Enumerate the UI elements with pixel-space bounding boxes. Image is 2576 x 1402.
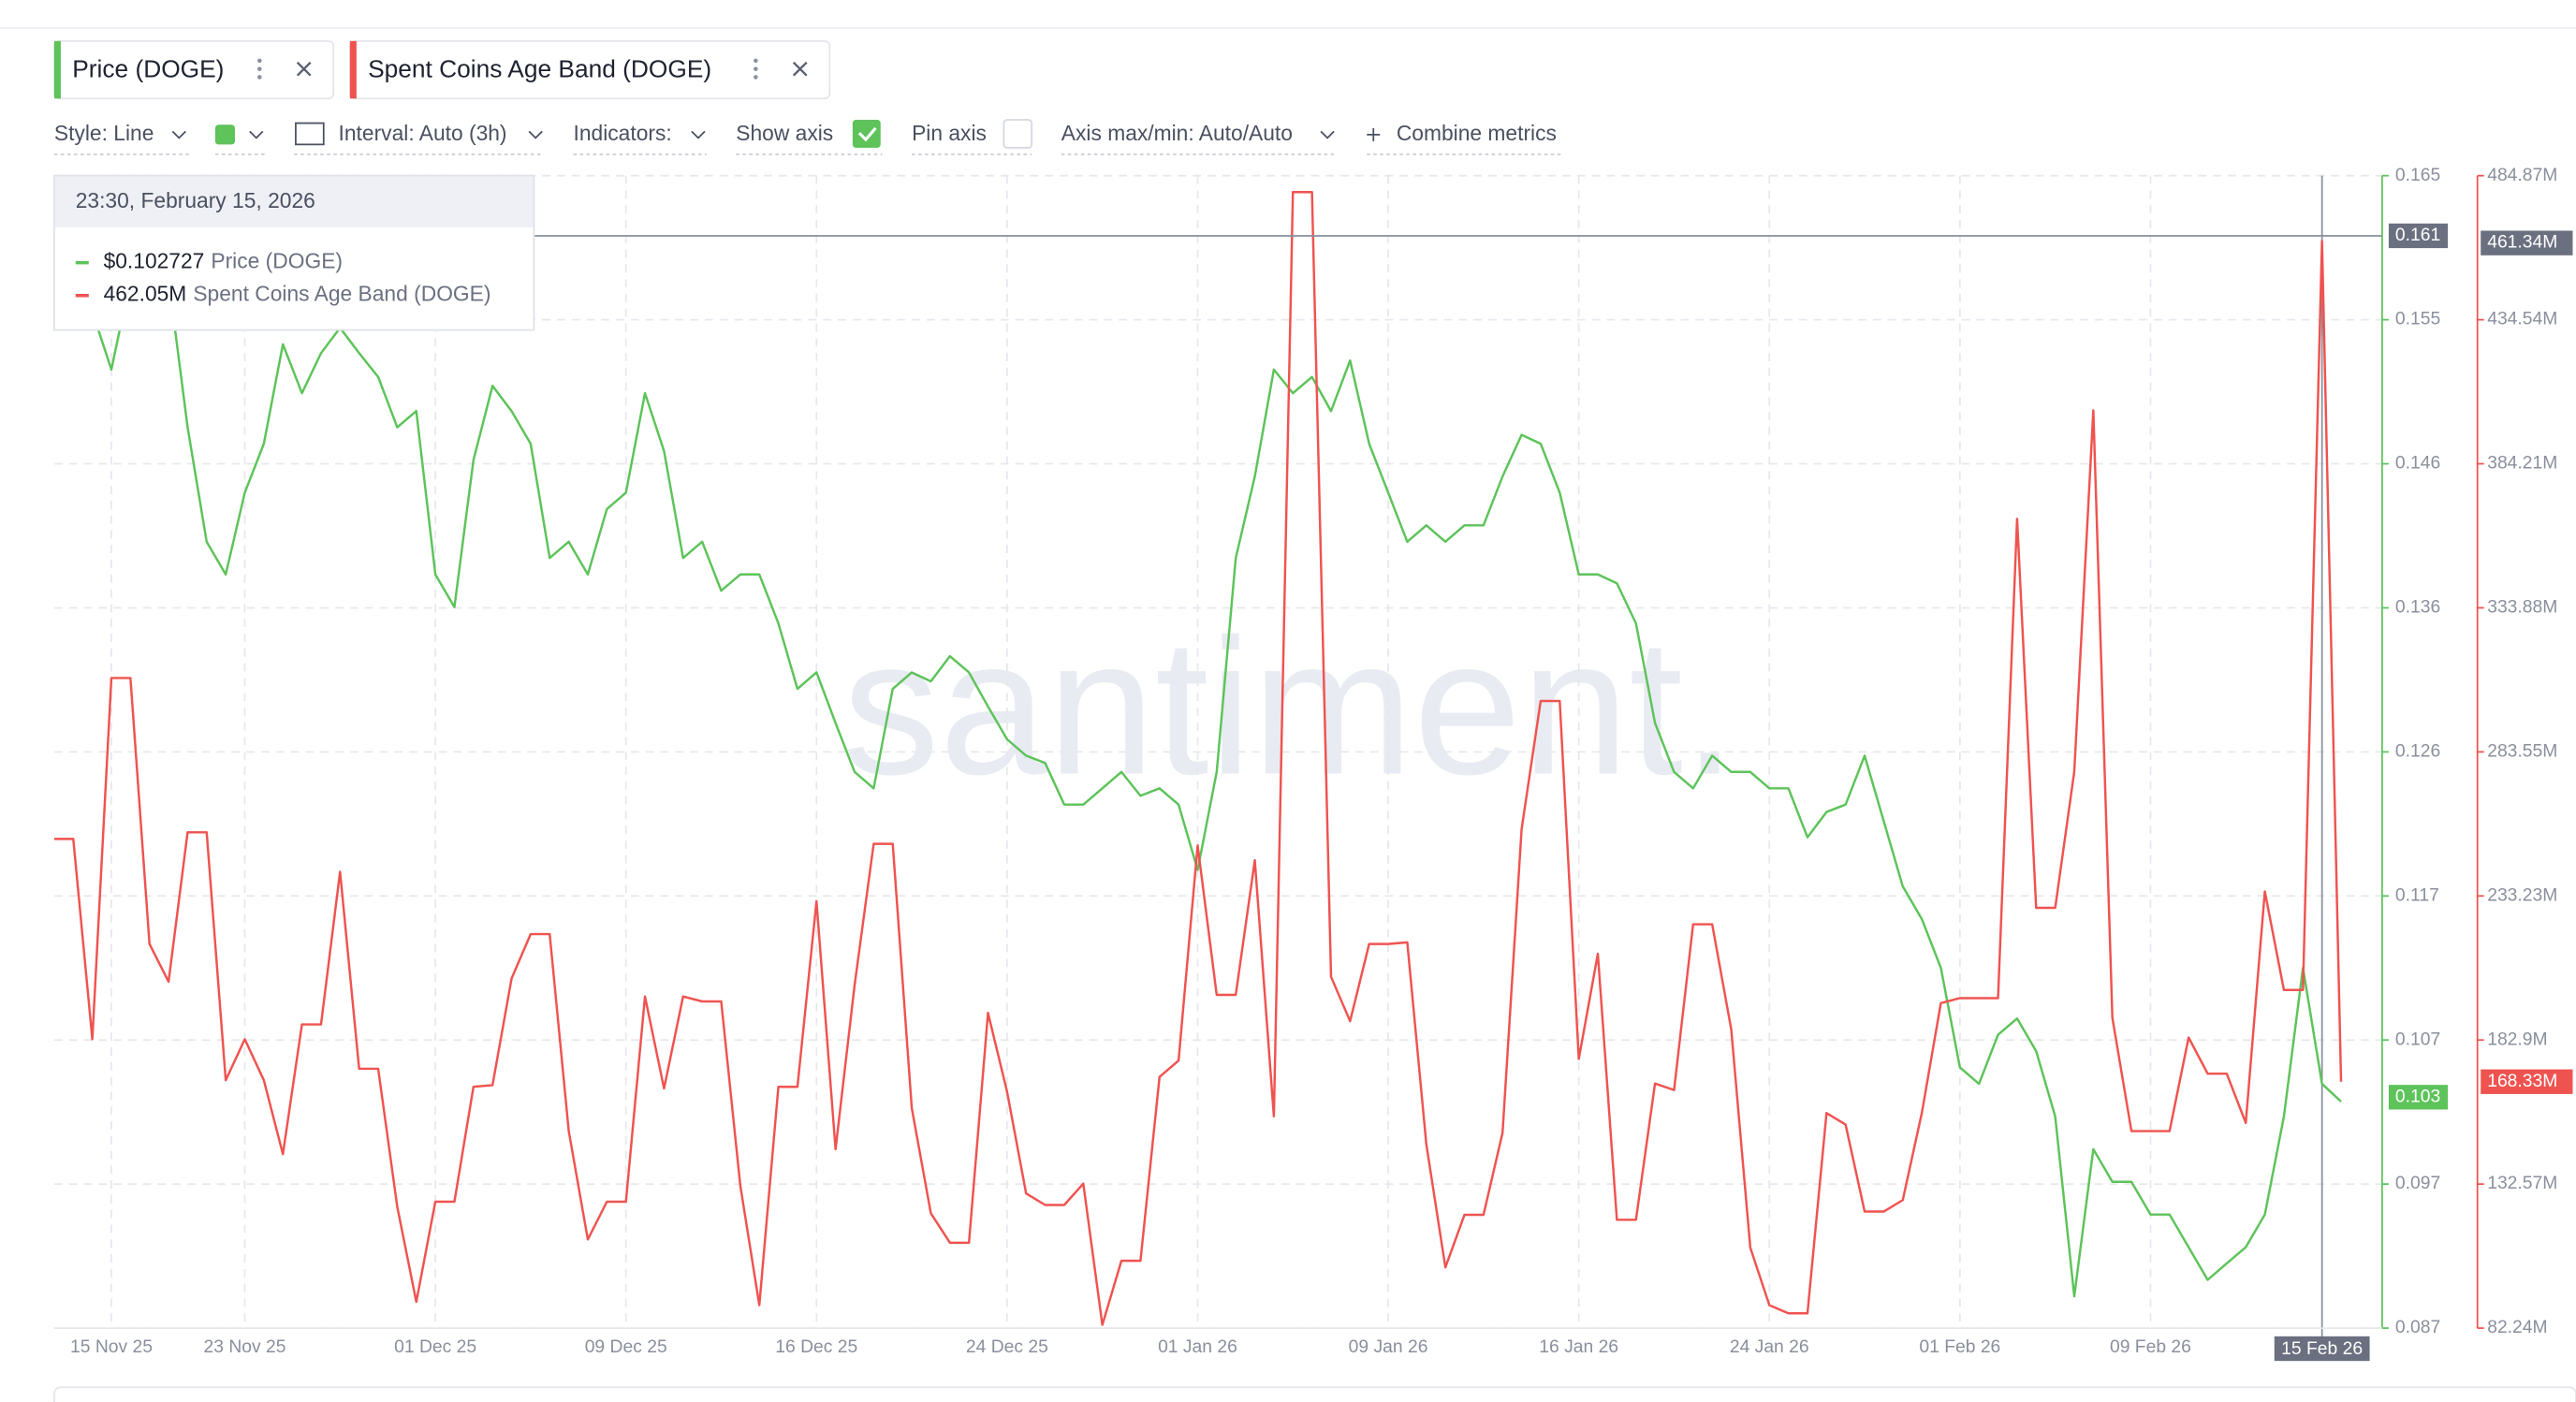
chip-accent (349, 40, 357, 99)
chip-close[interactable] (792, 61, 808, 77)
x-tick-label: 23 Nov 25 (204, 1337, 286, 1357)
chip-accent (53, 40, 61, 99)
caret (691, 130, 706, 139)
chip-label: Spent Coins Age Band (DOGE) (368, 54, 711, 82)
x-tick-label: 09 Dec 25 (585, 1337, 667, 1357)
x-tick-label: 09 Jan 26 (1349, 1337, 1428, 1357)
y2-tick-label: 434.54M (2487, 310, 2557, 329)
x-tick-label: 15 Feb 26 (2281, 1339, 2363, 1359)
y2-tick-label: 82.24M (2487, 1318, 2547, 1337)
crosshair-y-label: 0.161 (2395, 226, 2440, 245)
color-select[interactable] (214, 124, 235, 145)
y-tick-label: 0.126 (2395, 741, 2440, 761)
x-tick-label: 16 Dec 25 (775, 1337, 857, 1357)
x-tick-label: 01 Dec 25 (394, 1337, 476, 1357)
y-tick-label: 0.146 (2395, 454, 2440, 474)
checkbox-checked[interactable] (852, 120, 881, 148)
tooltip-header (54, 176, 534, 227)
y-tick-label: 0.136 (2395, 598, 2440, 618)
y2-tick-label: 333.88M (2487, 598, 2557, 618)
combine-metrics[interactable]: Combine metrics (1397, 121, 1557, 145)
y-tick-label: 0.155 (2395, 310, 2440, 329)
caret (528, 130, 543, 139)
chip-menu[interactable] (257, 58, 262, 80)
interval-select[interactable]: Interval: Auto (3h) (339, 121, 507, 145)
axis-range-select[interactable]: Axis max/min: Auto/Auto (1061, 121, 1293, 145)
y-tick-label: 0.117 (2395, 885, 2439, 905)
x-tick-label: 16 Jan 26 (1539, 1337, 1618, 1357)
series-line (53, 261, 2342, 1298)
chip-menu[interactable] (754, 58, 758, 80)
y-tick-label: 0.087 (2395, 1318, 2440, 1337)
chip-label: Price (DOGE) (72, 54, 224, 82)
tooltip-series: Spent Coins Age Band (DOGE) (193, 282, 490, 306)
y-tick-label: 0.107 (2395, 1030, 2440, 1049)
x-tick-label: 01 Feb 26 (1919, 1337, 2000, 1357)
caret (171, 130, 186, 139)
y2-tick-label: 182.9M (2487, 1030, 2547, 1049)
overlay: 23:30, February 15, 2026 $0.102727 Price… (53, 174, 535, 331)
pin-axis-toggle[interactable]: Pin axis (912, 121, 987, 145)
series-line (53, 191, 2343, 1326)
navigator[interactable] (53, 1386, 2576, 1402)
current-label: 0.103 (2395, 1087, 2440, 1106)
check (857, 126, 877, 142)
y2-tick-label: 283.55M (2487, 741, 2557, 761)
tooltip-time: 23:30, February 15, 2026 (76, 188, 315, 212)
x-tick-label: 15 Nov 25 (70, 1337, 153, 1357)
x-tick-label: 09 Feb 26 (2110, 1337, 2191, 1357)
plus-icon (1367, 127, 1381, 141)
metric-chip[interactable]: Price (DOGE) (53, 39, 335, 100)
caret (1320, 130, 1335, 139)
y-tick-label: 0.165 (2395, 166, 2440, 185)
toolbar: Style: Line Interval: Auto (3h) Indicato… (54, 119, 1564, 155)
style-select[interactable]: Style: Line (54, 121, 154, 145)
tooltip-series: Price (DOGE) (211, 249, 343, 273)
tooltip-value: $0.102727 (104, 249, 205, 273)
interval-icon (295, 122, 325, 146)
current-badge (2481, 1069, 2573, 1094)
indicators-select[interactable]: Indicators: (574, 121, 672, 145)
tooltip-value: 462.05M (104, 282, 187, 306)
y2-tick-label: 484.87M (2487, 166, 2557, 185)
y2-tick-label: 384.21M (2487, 454, 2557, 474)
caret (249, 130, 264, 139)
current-badge (2388, 1085, 2449, 1110)
crosshair-y-badge (2388, 223, 2449, 249)
y2-tick-label: 233.23M (2487, 885, 2557, 905)
x-tick-label: 01 Jan 26 (1158, 1337, 1237, 1357)
watermark: santiment. (842, 599, 1736, 815)
crosshair-y2-badge (2481, 230, 2573, 256)
show-axis-toggle[interactable]: Show axis (736, 121, 833, 145)
x-tick-label: 24 Jan 26 (1730, 1337, 1809, 1357)
crosshair-y2-label: 461.34M (2487, 233, 2557, 253)
y-tick-label: 0.097 (2395, 1174, 2440, 1193)
metric-chip[interactable]: Spent Coins Age Band (DOGE) (348, 39, 831, 100)
x-tick-label: 24 Dec 25 (966, 1337, 1048, 1357)
crosshair-x-badge (2274, 1336, 2370, 1362)
chip-close[interactable] (296, 61, 312, 77)
current-label: 168.33M (2487, 1072, 2557, 1091)
checkbox[interactable] (1003, 119, 1033, 149)
y2-tick-label: 132.57M (2487, 1174, 2557, 1193)
